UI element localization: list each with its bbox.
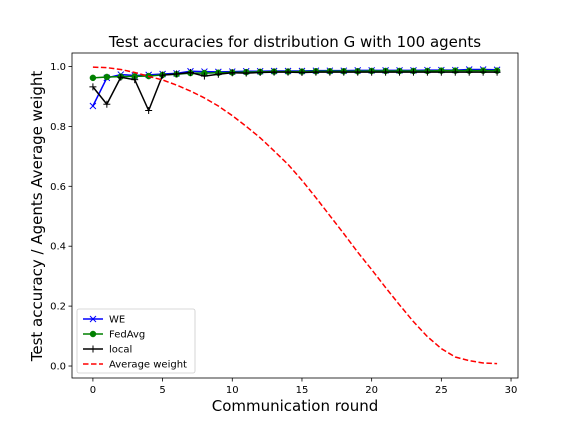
- data-point: [396, 68, 404, 76]
- data-point: [89, 74, 97, 82]
- y-axis-title: Test accuracy / Agents Average weight: [28, 71, 46, 363]
- y-tick-label: 1.0: [50, 62, 66, 73]
- x-tick-label: 10: [226, 385, 239, 396]
- data-point: [368, 68, 376, 76]
- data-point: [493, 68, 501, 76]
- series-average-weight: [92, 66, 498, 365]
- series-line: [92, 66, 498, 365]
- x-axis-title: Communication round: [212, 397, 379, 415]
- y-tick-label: 0.0: [50, 362, 66, 373]
- legend-item: local: [83, 345, 132, 356]
- data-point: [186, 68, 194, 76]
- data-point: [173, 70, 181, 78]
- legend-item: WE: [83, 315, 125, 326]
- legend-label: WE: [109, 315, 125, 326]
- data-point: [242, 69, 250, 77]
- data-point: [479, 68, 487, 76]
- data-point: [159, 71, 167, 79]
- data-point: [312, 68, 320, 76]
- series-local: [89, 68, 501, 115]
- data-point: [437, 68, 445, 76]
- y-tick-label: 0.2: [50, 302, 66, 313]
- data-point: [89, 83, 97, 91]
- data-point: [214, 70, 222, 78]
- data-point: [340, 68, 348, 76]
- legend-marker: [89, 345, 97, 353]
- data-point: [89, 102, 97, 110]
- series-line: [92, 71, 498, 113]
- x-tick-label: 25: [435, 385, 448, 396]
- x-tick-label: 5: [159, 385, 165, 396]
- plot-area: 0 5 10 15 20 25 30 0.0 0.2 0.4 0.6 0.8 1.0: [50, 52, 519, 396]
- data-point: [200, 72, 208, 80]
- legend-marker: [89, 315, 97, 323]
- legend-label: FedAvg: [109, 330, 145, 341]
- x-tick-label: 30: [505, 385, 518, 396]
- data-point: [298, 68, 306, 76]
- legend-marker: [89, 330, 97, 338]
- data-point: [382, 68, 390, 76]
- axes-frame: [71, 52, 519, 379]
- data-point: [103, 73, 111, 81]
- data-point: [465, 68, 473, 76]
- x-tick-label: 20: [365, 385, 378, 396]
- x-tick-label: 0: [90, 385, 96, 396]
- data-point: [423, 68, 431, 76]
- data-point: [103, 100, 111, 108]
- data-point: [117, 73, 125, 81]
- data-point: [409, 68, 417, 76]
- legend-label: Average weight: [109, 360, 187, 371]
- data-point: [284, 68, 292, 76]
- x-tick-label: 15: [296, 385, 309, 396]
- y-tick-label: 0.8: [50, 122, 66, 133]
- data-point: [326, 68, 334, 76]
- legend-item: Average weight: [83, 360, 187, 371]
- data-point: [228, 69, 236, 77]
- data-point: [256, 68, 264, 76]
- data-point: [270, 68, 278, 76]
- legend-box: [76, 308, 196, 374]
- legend: WE FedAvg local Average weight: [76, 308, 196, 374]
- chart-title: Test accuracies for distribution G with …: [108, 33, 481, 51]
- data-point: [145, 107, 153, 115]
- data-point: [354, 68, 362, 76]
- data-point: [131, 76, 139, 84]
- y-tick-label: 0.4: [50, 242, 66, 253]
- legend-label: local: [109, 345, 132, 356]
- data-point: [451, 68, 459, 76]
- legend-item: FedAvg: [83, 330, 145, 341]
- y-tick-label: 0.6: [50, 182, 66, 193]
